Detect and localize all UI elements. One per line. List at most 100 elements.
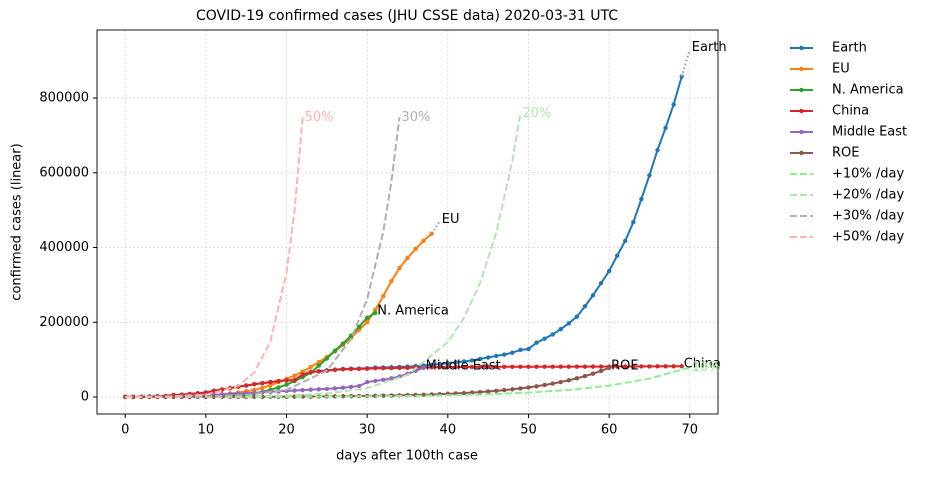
data-point bbox=[348, 384, 354, 390]
y-tick-label: 600000 bbox=[39, 165, 89, 180]
data-point bbox=[558, 364, 563, 369]
data-point bbox=[405, 255, 410, 261]
data-point bbox=[469, 390, 475, 395]
data-point bbox=[502, 364, 507, 369]
data-point bbox=[461, 359, 467, 364]
data-point bbox=[437, 361, 442, 367]
data-point bbox=[598, 364, 604, 369]
data-point bbox=[647, 173, 652, 178]
data-point bbox=[518, 347, 523, 353]
data-point bbox=[324, 356, 330, 361]
data-point bbox=[421, 392, 426, 397]
data-point bbox=[373, 310, 378, 316]
data-point bbox=[373, 378, 378, 384]
data-point bbox=[324, 386, 330, 392]
data-point bbox=[300, 372, 305, 377]
data-point bbox=[671, 364, 676, 369]
data-point bbox=[364, 320, 370, 325]
data-point bbox=[445, 361, 451, 366]
data-point bbox=[469, 364, 475, 370]
data-point bbox=[260, 381, 265, 386]
chart-title: COVID-19 confirmed cases (JHU CSSE data)… bbox=[196, 8, 618, 24]
data-point bbox=[356, 383, 362, 389]
data-point bbox=[284, 382, 289, 387]
data-point bbox=[373, 366, 378, 371]
legend-marker bbox=[799, 129, 804, 135]
data-point bbox=[614, 364, 620, 369]
data-point bbox=[453, 360, 459, 365]
series-annotation: China bbox=[684, 357, 721, 372]
data-point bbox=[340, 341, 346, 346]
legend-label: +50% /day bbox=[832, 230, 905, 245]
data-point bbox=[623, 238, 628, 243]
data-point bbox=[566, 364, 571, 369]
data-point bbox=[502, 352, 507, 357]
data-point bbox=[574, 376, 580, 381]
data-point bbox=[550, 332, 555, 337]
legend-label: Middle East bbox=[832, 125, 907, 140]
data-point bbox=[502, 387, 507, 393]
data-point bbox=[518, 364, 523, 369]
x-tick-label: 20 bbox=[278, 423, 295, 438]
data-point bbox=[268, 379, 273, 385]
data-point bbox=[606, 268, 612, 274]
x-tick-label: 70 bbox=[681, 423, 698, 438]
data-point bbox=[316, 387, 321, 392]
legend-marker bbox=[799, 108, 804, 114]
data-point bbox=[332, 386, 338, 391]
data-point bbox=[494, 364, 499, 369]
series-annotation: Earth bbox=[692, 40, 727, 55]
data-point bbox=[477, 356, 483, 362]
data-point bbox=[655, 364, 660, 369]
legend-label: N. America bbox=[832, 83, 904, 98]
data-point bbox=[534, 384, 539, 389]
data-point bbox=[526, 364, 531, 369]
data-point bbox=[510, 387, 515, 392]
data-point bbox=[244, 383, 249, 388]
data-point bbox=[558, 379, 563, 385]
data-point bbox=[268, 383, 273, 388]
data-point bbox=[663, 364, 668, 369]
data-point bbox=[276, 385, 281, 390]
data-point bbox=[550, 364, 555, 369]
data-point bbox=[590, 293, 596, 298]
data-point bbox=[647, 364, 652, 369]
guide-label: 20% bbox=[522, 106, 551, 121]
axes-frame bbox=[96, 29, 719, 415]
data-point bbox=[477, 389, 483, 395]
y-tick-label: 0 bbox=[81, 389, 89, 404]
data-point bbox=[316, 363, 321, 368]
data-point bbox=[631, 364, 636, 369]
data-point bbox=[356, 366, 362, 372]
data-point bbox=[582, 304, 588, 309]
data-point bbox=[679, 364, 684, 369]
y-tick-label: 200000 bbox=[39, 315, 89, 330]
data-point bbox=[292, 378, 297, 383]
data-point bbox=[397, 265, 402, 271]
legend-label: +20% /day bbox=[832, 188, 905, 203]
series-annotation: ROE bbox=[611, 358, 638, 373]
data-point bbox=[284, 378, 289, 383]
series-line bbox=[125, 365, 682, 398]
data-point bbox=[445, 364, 451, 370]
data-point bbox=[566, 321, 571, 326]
guide-line bbox=[125, 117, 304, 398]
data-point bbox=[171, 394, 176, 400]
data-point bbox=[292, 373, 297, 378]
series-annotation: Middle East bbox=[426, 358, 501, 373]
guide-line bbox=[125, 113, 522, 398]
data-point bbox=[494, 353, 499, 359]
data-point bbox=[332, 367, 338, 373]
data-point bbox=[437, 364, 442, 370]
data-point bbox=[461, 390, 467, 396]
x-tick-label: 60 bbox=[601, 423, 618, 438]
data-point bbox=[308, 369, 313, 375]
data-point bbox=[485, 364, 491, 370]
data-point bbox=[639, 364, 644, 369]
data-point bbox=[663, 125, 668, 131]
legend: Earth EU N. America China Middle East ROE +10%… bbox=[790, 41, 907, 245]
guide-line bbox=[125, 117, 401, 398]
data-point bbox=[558, 326, 563, 332]
data-point bbox=[292, 388, 297, 393]
